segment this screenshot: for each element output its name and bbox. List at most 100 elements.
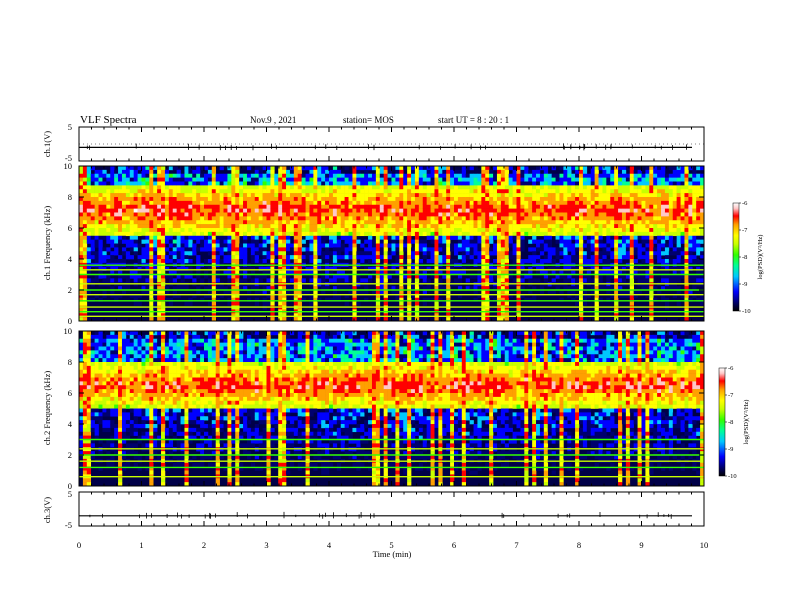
spectrogram-cell [399, 208, 404, 213]
spectrogram-cell [559, 197, 564, 202]
spectrogram-cell [282, 200, 287, 206]
spectrogram-cell [79, 181, 84, 186]
spectrogram-cell [332, 286, 338, 291]
spectrogram-cell [157, 224, 162, 229]
spectrogram-cell [262, 224, 267, 229]
spectrogram-cell [141, 224, 146, 229]
spectrogram-cell [539, 266, 545, 271]
spectrogram-cell [473, 216, 478, 221]
spectrogram-cell [231, 259, 236, 264]
spectrogram-cell [250, 255, 256, 260]
spectrogram-cell [512, 220, 517, 225]
spectrogram-cell [637, 200, 642, 206]
spectrogram-cell [391, 231, 396, 237]
spectrogram-cell [383, 270, 388, 275]
spectrogram-cell [582, 235, 588, 240]
spectrogram-cell [637, 274, 642, 279]
spectrogram-cell [243, 243, 248, 248]
spectrogram-cell [661, 293, 666, 299]
spectrogram-cell [270, 235, 275, 240]
spectrogram-cell [278, 200, 283, 206]
spectrogram-cell [243, 251, 248, 256]
spectrogram-cell [180, 204, 185, 209]
spectrogram-cell [438, 169, 443, 175]
spectrogram-cell [520, 259, 525, 264]
spectrogram-cell [94, 212, 99, 217]
spectrogram-cell [239, 228, 244, 233]
spectrogram-cell [168, 166, 174, 171]
spectrogram-cell [211, 166, 217, 171]
spectrogram-cell [625, 274, 631, 279]
spectrogram-cell [442, 251, 447, 256]
spectrogram-cell [293, 286, 299, 291]
spectrogram-cell [422, 189, 427, 194]
spectrogram-cell [496, 274, 502, 279]
spectrogram-cell [528, 274, 533, 279]
spectrogram-cell [196, 228, 201, 233]
spectrogram-cell [664, 231, 670, 237]
spectrogram-cell [379, 255, 384, 260]
spectrogram-cell [500, 204, 506, 209]
spectrogram-cell [321, 239, 326, 244]
spectrogram-cell [653, 177, 658, 182]
spectrogram-cell [246, 297, 252, 302]
spectrogram-cell [192, 177, 197, 182]
spectrogram-cell [395, 181, 400, 186]
spectrogram-cell [395, 293, 400, 299]
spectrogram-cell [610, 243, 615, 248]
spectrogram-cell [485, 189, 490, 194]
spectrogram-cell [227, 200, 232, 206]
spectrogram-cell [536, 173, 541, 178]
spectrogram-cell [204, 231, 209, 237]
spectrogram-cell [489, 293, 494, 299]
spectrogram-cell [571, 286, 576, 291]
spectrogram-cell [121, 181, 127, 186]
spectrogram-cell [211, 251, 217, 256]
spectrogram-cell [172, 235, 177, 240]
spectrogram-cell [375, 274, 381, 279]
spectrogram-cell [555, 185, 560, 190]
spectrogram-cell [496, 278, 502, 283]
spectrogram-cell [625, 197, 631, 202]
spectrogram-cell [309, 177, 314, 182]
spectrogram-cell [454, 185, 459, 190]
spectrogram-cell [309, 212, 314, 217]
spectrogram-cell [114, 259, 119, 264]
spectrogram-cell [598, 200, 603, 206]
spectrogram-cell [625, 212, 631, 217]
spectrogram-cell [590, 239, 595, 244]
spectrogram-cell [395, 231, 400, 237]
spectrogram-cell [301, 247, 306, 252]
spectrogram-cell [172, 243, 177, 248]
spectrogram-cell [168, 197, 174, 202]
spectrogram-cell [352, 235, 357, 240]
spectrogram-cell [606, 290, 611, 295]
spectrogram-cell [223, 216, 228, 221]
spectrogram-cell [82, 166, 88, 171]
spectrogram-cell [368, 189, 373, 194]
spectrogram-cell [434, 200, 439, 206]
spectrogram-cell [649, 239, 654, 244]
spectrogram-cell [118, 228, 123, 233]
spectrogram-cell [649, 235, 654, 240]
spectrogram-cell [375, 200, 381, 206]
spectrogram-cell [536, 193, 541, 198]
spectrogram-cell [454, 189, 459, 194]
spectrogram-cell [539, 200, 545, 206]
spectrogram-cell [621, 189, 627, 194]
spectrogram-cell [196, 247, 201, 252]
spectrogram-cell [625, 193, 631, 198]
spectrogram-cell [661, 278, 666, 283]
spectrogram-cell [586, 208, 592, 213]
spectrogram-cell [438, 270, 443, 275]
spectrogram-cell [598, 278, 603, 283]
spectrogram-cell [664, 228, 670, 233]
spectrogram-cell [512, 193, 517, 198]
spectrogram-cell [481, 243, 486, 248]
spectrogram-cell [383, 181, 388, 186]
spectrogram-cell [621, 255, 627, 260]
spectrogram-cell [649, 166, 654, 171]
spectrogram-cell [98, 169, 103, 175]
spectrogram-cell [79, 286, 84, 291]
spectrogram-cell [157, 251, 162, 256]
